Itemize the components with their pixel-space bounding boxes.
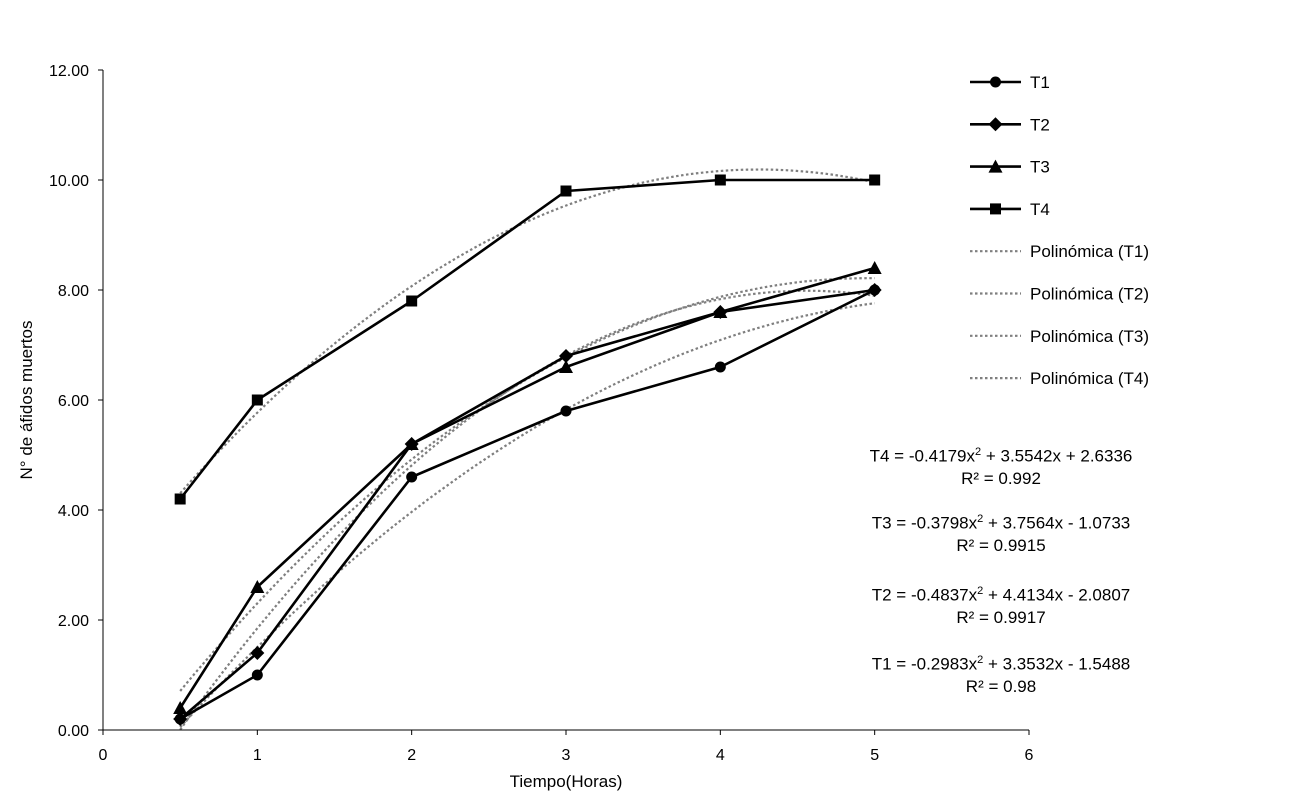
- legend-marker-t1: [990, 76, 1001, 88]
- data-point-t3: [250, 580, 265, 593]
- data-point-t2: [559, 349, 573, 363]
- axes: 0.00 2.00 4.00 6.00 8.00 10.00 12.00 0 1 2 3 4 5 6 Tie…: [17, 63, 1034, 791]
- x-tick-label: 3: [562, 747, 571, 764]
- legend-label: T3: [1030, 158, 1050, 177]
- data-point-t3: [867, 261, 882, 274]
- legend-marker-t3: [988, 159, 1003, 173]
- legend-label: T4: [1030, 200, 1050, 219]
- legend-marker-t2: [988, 117, 1003, 132]
- data-point-t1: [251, 669, 263, 681]
- equation-t2: T2 = -0.4837x2 + 4.4134x - 2.0807 R² = 0…: [871, 585, 1131, 627]
- equation-t1: T1 = -0.2983x2 + 3.3532x - 1.5488 R² = 0…: [871, 654, 1131, 696]
- y-axis-title: N° de áfidos muertos: [17, 321, 36, 480]
- data-point-t1: [560, 405, 572, 417]
- equation-t3: T3 = -0.3798x2 + 3.7564x - 1.0733 R² = 0…: [871, 513, 1131, 555]
- series-line-t3: [179, 266, 876, 709]
- y-tick-label: 6.00: [58, 393, 89, 410]
- x-tick-label: 1: [253, 747, 262, 764]
- y-tick-label: 0.00: [58, 723, 89, 740]
- data-point-t4: [869, 174, 881, 186]
- legend-label: Polinómica (T3): [1030, 327, 1149, 346]
- data-point-t3: [173, 701, 188, 714]
- legend-label: Polinómica (T4): [1030, 369, 1149, 388]
- series-line-t4: [179, 178, 875, 500]
- legend-label: Polinómica (T2): [1030, 285, 1149, 304]
- x-tick-label: 6: [1025, 747, 1034, 764]
- data-point-t4: [174, 493, 186, 505]
- y-tick-label: 10.00: [49, 173, 89, 190]
- data-point-t3: [713, 305, 728, 318]
- data-point-t4: [714, 174, 726, 186]
- y-tick-label: 8.00: [58, 283, 89, 300]
- y-tick-label: 4.00: [58, 503, 89, 520]
- legend-label: T2: [1030, 115, 1050, 134]
- y-tick-label: 12.00: [49, 63, 89, 80]
- x-tick-label: 2: [407, 747, 416, 764]
- series-line-t1: [179, 288, 876, 721]
- x-tick-label: 4: [716, 747, 725, 764]
- legend: T1 T2 T3 T4 Polinómica (T1) Polinómica (T2) Po…: [970, 73, 1149, 388]
- data-point-t2: [250, 646, 265, 660]
- legend-label: Polinómica (T1): [1030, 242, 1149, 261]
- y-tick-label: 2.00: [58, 613, 89, 630]
- data-series: [173, 174, 882, 726]
- data-point-t3: [559, 360, 573, 373]
- data-point-t2: [173, 712, 188, 726]
- data-point-t4: [251, 394, 263, 406]
- series-line-t2: [179, 288, 875, 720]
- x-axis-title: Tiempo(Horas): [510, 772, 623, 791]
- trendline-2: [179, 289, 875, 731]
- equation-t4: T4 = -0.4179x2 + 3.5542x + 2.6336 R² = 0…: [869, 446, 1133, 488]
- legend-marker-t4: [990, 203, 1001, 215]
- trendline-1: [179, 302, 875, 728]
- legend-label: T1: [1030, 73, 1050, 92]
- data-point-t1: [406, 471, 418, 483]
- data-point-t2: [867, 283, 882, 297]
- x-tick-label: 0: [99, 747, 108, 764]
- trendlines: [179, 168, 875, 731]
- data-point-t3: [404, 437, 419, 450]
- data-point-t4: [560, 185, 572, 197]
- x-tick-label: 5: [870, 747, 879, 764]
- trendline-3: [179, 277, 875, 692]
- data-point-t4: [406, 295, 418, 307]
- data-point-t1: [714, 361, 726, 373]
